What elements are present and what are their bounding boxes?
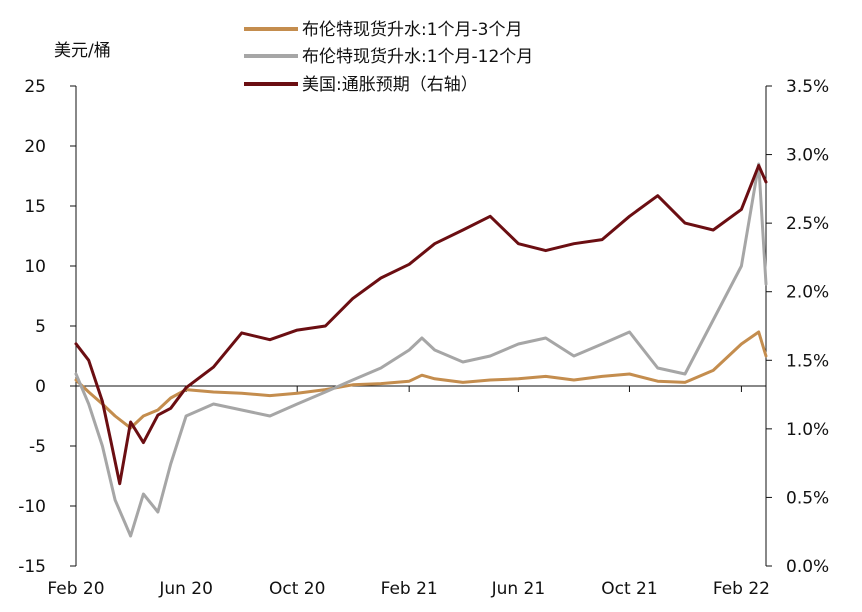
right-tick-label: 1.5%: [786, 351, 829, 371]
left-tick-label: 15: [24, 197, 46, 217]
left-axis-ticks: 25 20 15 10 5 0 -5 -10 -15: [18, 77, 76, 577]
axes: [75, 86, 767, 566]
right-tick-label: 2.0%: [786, 283, 829, 303]
series-line-2: [74, 162, 768, 538]
left-tick-label: 5: [35, 317, 46, 337]
x-tick-label: Oct 20: [269, 579, 325, 599]
right-tick-label: 3.5%: [786, 77, 829, 97]
series-line-3: [74, 164, 768, 486]
x-tick-label: Feb 20: [47, 579, 104, 599]
left-tick-label: 20: [24, 137, 46, 157]
left-tick-label: -15: [18, 557, 46, 577]
watermark-icon: G: [797, 591, 814, 608]
series-group: [74, 162, 768, 538]
x-tick-label: Feb 22: [713, 579, 770, 599]
legend-label-1: 布伦特现货升水:1个月-3个月: [302, 20, 523, 40]
left-tick-label: 25: [24, 77, 46, 97]
series-line-1: [74, 330, 768, 430]
right-tick-label: 0.5%: [786, 488, 829, 508]
right-tick-label: 0.0%: [786, 557, 829, 577]
legend-label-3: 美国:通胀预期（右轴）: [302, 75, 478, 95]
left-tick-label: 0: [35, 377, 46, 397]
x-tick-label: Jun 20: [158, 579, 213, 599]
right-axis-ticks: 3.5% 3.0% 2.5% 2.0% 1.5% 1.0% 0.5% 0.0%: [766, 77, 829, 577]
x-tick-label: Oct 21: [601, 579, 657, 599]
left-tick-label: -10: [18, 497, 46, 517]
x-tick-label: Feb 21: [381, 579, 438, 599]
x-tick-label: Jun 21: [491, 579, 546, 599]
left-axis-label: 美元/桶: [54, 41, 111, 61]
left-tick-label: 10: [24, 257, 46, 277]
right-tick-label: 2.5%: [786, 214, 829, 234]
x-axis-ticks: Feb 20 Jun 20 Oct 20 Feb 21 Jun 21 Oct 21 Feb …: [47, 386, 770, 599]
left-tick-label: -5: [29, 437, 46, 457]
watermark-logo: G 格隆汇: [797, 590, 856, 609]
legend: 布伦特现货升水:1个月-3个月 布伦特现货升水:1个月-12个月 美国:通胀预期…: [244, 20, 533, 95]
watermark-text: 格隆汇: [816, 594, 856, 609]
right-tick-label: 1.0%: [786, 420, 829, 440]
legend-label-2: 布伦特现货升水:1个月-12个月: [302, 47, 533, 67]
right-tick-label: 3.0%: [786, 146, 829, 166]
